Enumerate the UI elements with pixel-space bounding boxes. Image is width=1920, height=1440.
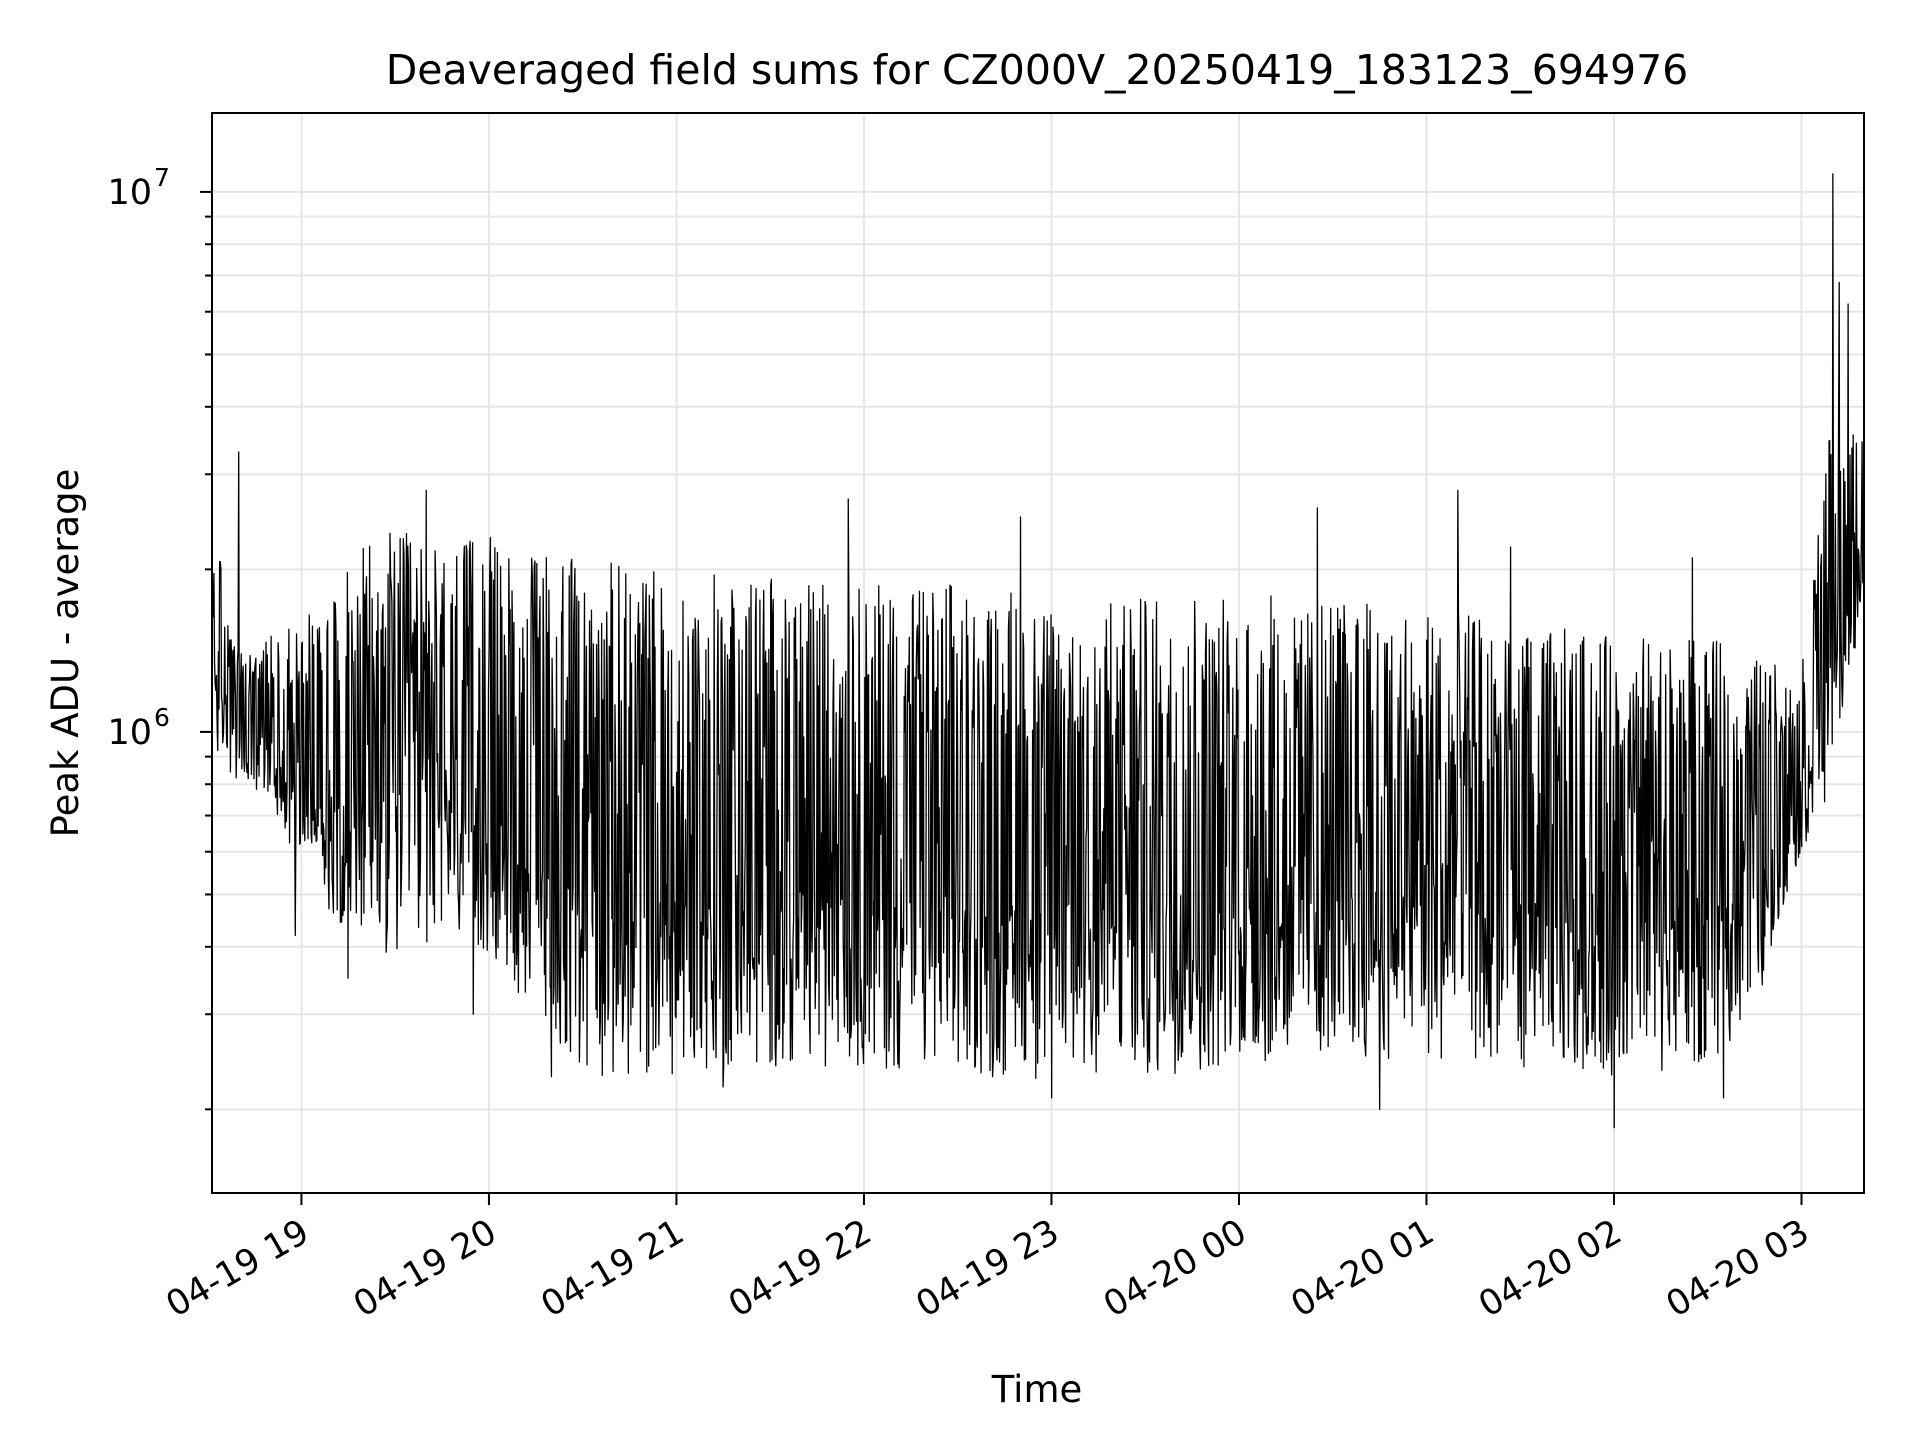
series-path: [211, 173, 1865, 1129]
x-axis-label: Time: [991, 1368, 1083, 1411]
y-tick-exponent: 7: [154, 163, 170, 192]
axes-frame: [211, 112, 1865, 1194]
y-tick-label: 10: [107, 173, 152, 213]
series-line: [211, 173, 1865, 1129]
chart-title: Deaveraged field sums for CZ000V_2025041…: [386, 46, 1689, 94]
y-axis-label: Peak ADU - average: [44, 469, 87, 838]
y-tick-label: 10: [107, 713, 152, 753]
y-tick-exponent: 6: [154, 703, 170, 732]
